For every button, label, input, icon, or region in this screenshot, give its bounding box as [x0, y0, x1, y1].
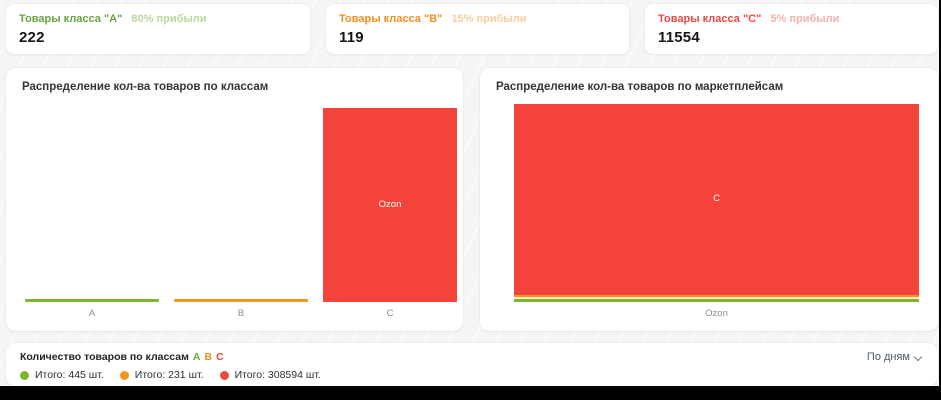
legend-dot-green-icon: [20, 370, 29, 380]
summary-title-text: Количество товаров по классам: [20, 351, 189, 363]
x-axis-label-b: B: [237, 308, 245, 319]
stack-segment-divider: [514, 297, 919, 299]
class-letter-b: B: [204, 351, 213, 363]
kpi-card-title-row: Товары класса "C" 5% прибыли: [658, 13, 925, 25]
bar-class-b[interactable]: [174, 299, 308, 302]
x-axis-label-c: C: [386, 308, 394, 319]
chart-panel-by-class: Распределение кол-ва товаров по классам …: [6, 68, 463, 331]
legend-item-class-a: Итого: 445 шт.: [20, 369, 104, 381]
kpi-subtitle-class-a: 80% прибыли: [131, 13, 207, 25]
kpi-title-class-b: Товары класса "B": [339, 13, 443, 25]
kpi-value-class-b: 119: [339, 29, 364, 46]
class-letter-a: A: [192, 351, 201, 363]
kpi-title-class-a: Товары класса "A": [19, 13, 123, 25]
legend-label-class-b: Итого: 231 шт.: [134, 369, 204, 381]
stack-segment-class-c[interactable]: C: [514, 104, 919, 295]
x-axis-label-ozon: Ozon: [705, 308, 728, 319]
bar-class-c[interactable]: Ozon: [323, 108, 457, 302]
legend-item-class-c: Итого: 308594 шт.: [219, 369, 321, 381]
bar-inner-label-ozon: Ozon: [378, 199, 402, 210]
legend-item-class-b: Итого: 231 шт.: [119, 369, 204, 381]
stack-segment-class-b[interactable]: [514, 295, 919, 297]
stack-inner-label-c: C: [713, 193, 720, 204]
legend-dot-red-icon: [219, 370, 229, 380]
chart-title-by-marketplace: Распределение кол-ва товаров по маркетпл…: [496, 81, 784, 93]
legend-label-class-c: Итого: 308594 шт.: [234, 369, 321, 381]
stack-segment-class-a[interactable]: [514, 299, 919, 302]
x-axis-label-a: A: [88, 308, 96, 319]
chevron-down-icon: [915, 352, 922, 359]
period-dropdown-label: По дням: [866, 351, 910, 363]
kpi-subtitle-class-c: 5% прибыли: [770, 13, 840, 25]
chart-panel-by-marketplace: Распределение кол-ва товаров по маркетпл…: [480, 68, 938, 331]
dashboard-page: Товары класса "A" 80% прибыли 222 Товары…: [0, 0, 939, 386]
legend-dot-orange-icon: [119, 370, 129, 380]
kpi-card-class-c: Товары класса "C" 5% прибыли 11554: [645, 4, 938, 54]
kpi-value-class-c: 11554: [658, 29, 700, 46]
kpi-card-class-b: Товары класса "B" 15% прибыли 119: [326, 4, 629, 54]
kpi-card-class-a: Товары класса "A" 80% прибыли 222: [6, 4, 310, 54]
kpi-card-title-row: Товары класса "A" 80% прибыли: [19, 13, 297, 25]
kpi-value-class-a: 222: [19, 29, 45, 46]
legend-row: Итого: 445 шт. Итого: 231 шт. Итого: 308…: [20, 369, 922, 381]
summary-panel: Количество товаров по классам A B C По дням…: [6, 343, 938, 386]
class-letter-c: C: [216, 351, 224, 363]
bar-class-a[interactable]: [25, 299, 159, 302]
kpi-card-title-row: Товары класса "B" 15% прибыли: [339, 13, 616, 25]
period-dropdown[interactable]: По дням: [867, 351, 922, 363]
summary-title: Количество товаров по классам A B C: [20, 351, 224, 363]
kpi-subtitle-class-b: 15% прибыли: [451, 13, 527, 25]
kpi-title-class-c: Товары класса "C": [658, 13, 762, 25]
chart-title-by-class: Распределение кол-ва товаров по классам: [22, 81, 269, 93]
legend-label-class-a: Итого: 445 шт.: [35, 369, 104, 381]
